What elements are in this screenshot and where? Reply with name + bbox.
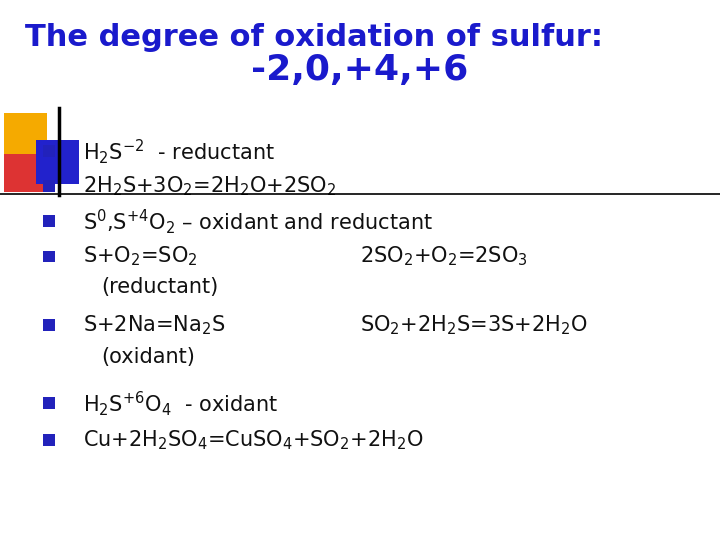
- Bar: [43, 397, 55, 409]
- Text: Cu+2H$_2$SO$_4$=CuSO$_4$+SO$_2$+2H$_2$O: Cu+2H$_2$SO$_4$=CuSO$_4$+SO$_2$+2H$_2$O: [83, 428, 423, 452]
- Bar: [4, 113, 47, 162]
- Bar: [43, 319, 55, 331]
- Bar: [43, 215, 55, 227]
- Bar: [4, 154, 47, 192]
- Text: H$_2$S$^{-2}$  - reductant: H$_2$S$^{-2}$ - reductant: [83, 137, 275, 166]
- Text: S+O$_2$=SO$_2$: S+O$_2$=SO$_2$: [83, 245, 197, 268]
- Text: S+2Na=Na$_2$S: S+2Na=Na$_2$S: [83, 313, 225, 337]
- Text: S$^0$,S$^{+4}$O$_2$ – oxidant and reductant: S$^0$,S$^{+4}$O$_2$ – oxidant and reduct…: [83, 207, 433, 236]
- Text: 2H$_2$S+3O$_2$=2H$_2$O+2SO$_2$: 2H$_2$S+3O$_2$=2H$_2$O+2SO$_2$: [83, 174, 336, 198]
- Bar: [43, 434, 55, 446]
- Text: The degree of oxidation of sulfur:: The degree of oxidation of sulfur:: [25, 23, 603, 52]
- Text: SO$_2$+2H$_2$S=3S+2H$_2$O: SO$_2$+2H$_2$S=3S+2H$_2$O: [360, 313, 588, 337]
- Bar: [43, 145, 55, 157]
- Text: H$_2$S$^{+6}$O$_4$  - oxidant: H$_2$S$^{+6}$O$_4$ - oxidant: [83, 389, 278, 418]
- Bar: [43, 251, 55, 262]
- Text: -2,0,+4,+6: -2,0,+4,+6: [251, 53, 469, 87]
- Text: 2SO$_2$+O$_2$=2SO$_3$: 2SO$_2$+O$_2$=2SO$_3$: [360, 245, 528, 268]
- Text: (reductant): (reductant): [101, 277, 218, 298]
- Text: (oxidant): (oxidant): [101, 347, 194, 368]
- Bar: [43, 180, 55, 192]
- Bar: [36, 140, 79, 184]
